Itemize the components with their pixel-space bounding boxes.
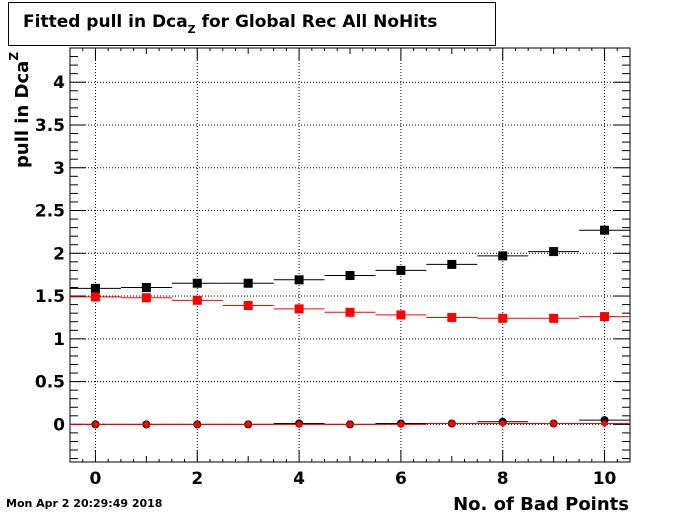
chart-title-subscript: Z bbox=[187, 23, 196, 36]
data-point-diamond bbox=[396, 420, 405, 429]
y-axis-label: pull in DcaZ bbox=[7, 52, 33, 168]
series-0 bbox=[70, 225, 630, 293]
axis-ticks: 0 2 4 6 8 10 0 0.5 1 1.5 2 2.5 3 3.5 4 bbox=[35, 47, 631, 489]
data-point-square bbox=[141, 293, 151, 303]
data-point-diamond bbox=[142, 420, 151, 429]
data-point-square bbox=[192, 278, 202, 288]
data-point-square bbox=[498, 313, 508, 323]
y-tick-label: 1 bbox=[53, 330, 65, 350]
x-tick-label: 6 bbox=[395, 469, 407, 489]
x-axis-label: No. of Bad Points bbox=[453, 494, 629, 514]
data-point-diamond bbox=[295, 420, 304, 429]
y-tick-label: 0 bbox=[53, 415, 65, 435]
data-point-square bbox=[192, 295, 202, 305]
data-point-square bbox=[447, 312, 457, 322]
x-tick-label: 8 bbox=[497, 469, 509, 489]
data-point-diamond bbox=[549, 419, 558, 428]
data-point-square bbox=[90, 283, 100, 293]
y-tick-label: 2.5 bbox=[35, 202, 65, 222]
x-tick-label: 4 bbox=[293, 469, 305, 489]
data-point-square bbox=[345, 307, 355, 317]
data-point-square bbox=[549, 247, 559, 257]
data-point-square bbox=[549, 313, 559, 323]
x-tick-label: 0 bbox=[90, 469, 102, 489]
data-point-square bbox=[600, 225, 610, 235]
timestamp: Mon Apr 2 20:29:49 2018 bbox=[6, 497, 163, 510]
data-point-square bbox=[294, 275, 304, 285]
y-axis-label-subscript: Z bbox=[7, 52, 21, 61]
data-point-square bbox=[141, 283, 151, 293]
data-point-square bbox=[294, 304, 304, 314]
svg-text:pull in DcaZ: pull in DcaZ bbox=[7, 52, 33, 168]
data-point-square bbox=[600, 312, 610, 322]
y-tick-label: 0.5 bbox=[35, 373, 65, 393]
data-point-diamond bbox=[244, 420, 253, 429]
chart-title: Fitted pull in DcaZ for Global Rec All N… bbox=[23, 12, 438, 36]
series-1 bbox=[70, 292, 630, 323]
y-tick-label: 3 bbox=[53, 159, 65, 179]
y-axis-label-main: pull in Dca bbox=[12, 61, 33, 168]
y-tick-label: 3.5 bbox=[35, 116, 65, 136]
data-point-diamond bbox=[600, 419, 609, 428]
y-tick-label: 1.5 bbox=[35, 287, 65, 307]
grid-lines bbox=[70, 48, 630, 462]
data-point-diamond bbox=[498, 419, 507, 428]
data-point-square bbox=[447, 259, 457, 269]
data-point-diamond bbox=[91, 420, 100, 429]
x-tick-label: 10 bbox=[593, 469, 617, 489]
y-tick-label: 4 bbox=[53, 73, 65, 93]
data-point-square bbox=[396, 265, 406, 275]
data-series bbox=[70, 225, 630, 429]
data-point-diamond bbox=[193, 420, 202, 429]
data-point-square bbox=[396, 310, 406, 320]
y-tick-label: 2 bbox=[53, 244, 65, 264]
chart-title-rest: for Global Rec All NoHits bbox=[195, 12, 438, 32]
chart-title-box: Fitted pull in DcaZ for Global Rec All N… bbox=[8, 2, 496, 46]
x-tick-label: 2 bbox=[191, 469, 203, 489]
data-point-square bbox=[345, 271, 355, 281]
plot-frame bbox=[69, 47, 631, 463]
data-point-square bbox=[243, 278, 253, 288]
data-point-diamond bbox=[447, 419, 456, 428]
data-point-diamond bbox=[346, 420, 354, 429]
chart-title-main: Fitted pull in Dca bbox=[23, 12, 188, 32]
series-3 bbox=[70, 419, 630, 429]
data-point-square bbox=[243, 300, 253, 310]
data-point-square bbox=[90, 292, 100, 302]
data-point-square bbox=[498, 251, 508, 261]
